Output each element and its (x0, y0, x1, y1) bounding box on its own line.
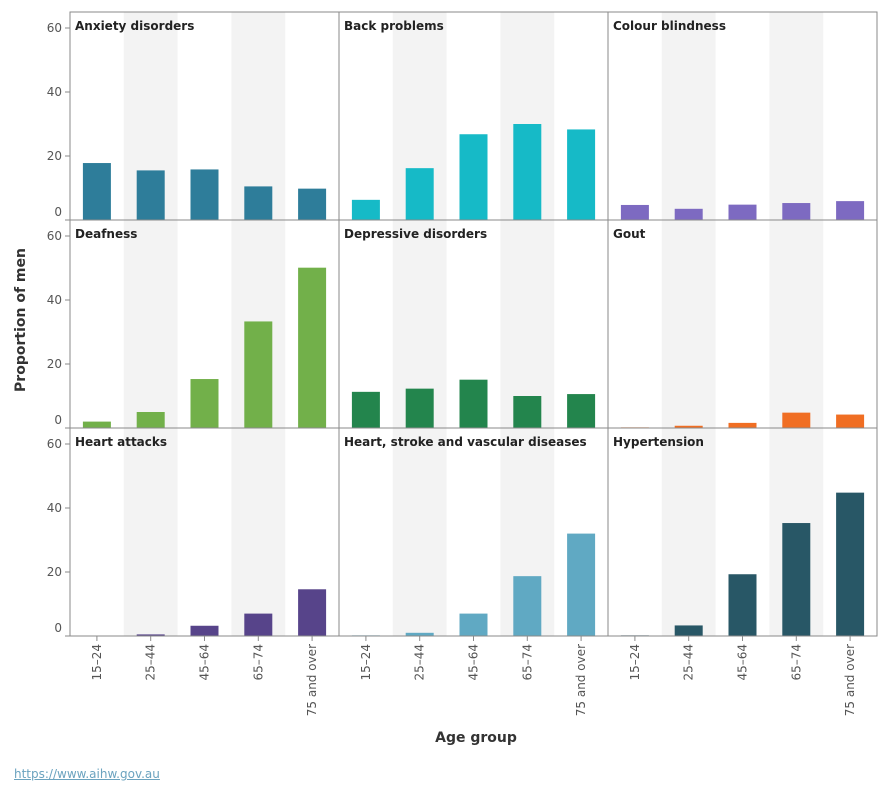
bar (728, 574, 757, 636)
column-band (392, 12, 447, 636)
bar (190, 379, 219, 428)
x-tick-label: 15–24 (90, 644, 104, 681)
x-axis: 15–24 25–44 45–64 65–74 75 and over 15–24 25–4… (90, 636, 857, 716)
x-tick-label: 25–44 (413, 644, 427, 681)
bar (405, 388, 434, 428)
bar (190, 625, 219, 636)
y-axis: 0 20 40 60 0 20 40 60 0 20 40 60 (47, 21, 70, 637)
bar (298, 267, 327, 428)
y-tick-label: 20 (47, 357, 62, 371)
bar (351, 199, 380, 220)
x-tick-label: 45–64 (198, 644, 212, 681)
x-tick-label: 75 and over (574, 644, 588, 716)
panel-title: Gout (613, 227, 646, 241)
y-tick-label: 60 (47, 437, 62, 451)
bar (567, 129, 596, 220)
bars-layer (82, 124, 865, 636)
y-tick-label: 40 (47, 293, 62, 307)
bar (136, 634, 165, 636)
bar (244, 321, 273, 428)
panel-frame-outer (69, 11, 878, 637)
bar (459, 613, 488, 636)
bar (351, 391, 380, 428)
column-band (661, 12, 716, 636)
bar (298, 589, 327, 636)
bar (190, 169, 219, 220)
bar (782, 523, 811, 636)
x-tick-label: 15–24 (359, 644, 373, 681)
bar (136, 170, 165, 220)
bar (244, 186, 273, 220)
panel-title: Depressive disorders (344, 227, 487, 241)
panel-title: Hypertension (613, 435, 704, 449)
y-tick-label: 0 (54, 413, 62, 427)
x-tick-label: 75 and over (305, 644, 319, 716)
x-tick-label: 15–24 (628, 644, 642, 681)
bar (82, 163, 111, 220)
bar (513, 396, 542, 428)
bar (405, 632, 434, 636)
x-tick-label: 45–64 (736, 644, 750, 681)
bar (513, 576, 542, 636)
panel-frames (69, 11, 878, 637)
panel-title: Colour blindness (613, 19, 726, 33)
x-tick-label: 25–44 (144, 644, 158, 681)
bar (836, 201, 865, 220)
y-axis-label: Proportion of men (13, 248, 29, 392)
y-tick-label: 20 (47, 565, 62, 579)
source-link[interactable]: https://www.aihw.gov.au (14, 767, 160, 781)
x-tick-label: 75 and over (843, 644, 857, 716)
bar (674, 625, 703, 636)
y-tick-label: 0 (54, 621, 62, 635)
panel-titles: Anxiety disorders Back problems Colour bli… (75, 19, 726, 449)
bar (567, 394, 596, 428)
bar (298, 188, 327, 220)
y-tick-label: 20 (47, 149, 62, 163)
alternating-column-bands (123, 12, 824, 636)
bar (836, 492, 865, 636)
y-tick-label: 60 (47, 229, 62, 243)
x-axis-label: Age group (435, 730, 517, 746)
x-tick-label: 25–44 (682, 644, 696, 681)
column-band (123, 12, 178, 636)
column-band (500, 12, 555, 636)
bar (836, 414, 865, 428)
y-tick-label: 40 (47, 85, 62, 99)
panel-title: Heart, stroke and vascular diseases (344, 435, 587, 449)
bar (244, 613, 273, 636)
bar (82, 421, 111, 428)
bar (459, 379, 488, 428)
bar (728, 422, 757, 428)
panel-title: Deafness (75, 227, 137, 241)
y-tick-label: 60 (47, 21, 62, 35)
panel-title: Back problems (344, 19, 444, 33)
x-tick-label: 65–74 (251, 644, 265, 681)
bar (620, 204, 649, 220)
bar (728, 204, 757, 220)
panel-title: Heart attacks (75, 435, 167, 449)
bar (674, 208, 703, 220)
bar (513, 124, 542, 220)
bar (782, 412, 811, 428)
x-tick-label: 65–74 (789, 644, 803, 681)
bar (567, 533, 596, 636)
bar (674, 425, 703, 428)
bar (405, 168, 434, 220)
bar (136, 412, 165, 428)
y-tick-label: 40 (47, 501, 62, 515)
bar (459, 134, 488, 220)
y-tick-label: 0 (54, 205, 62, 219)
panel-title: Anxiety disorders (75, 19, 194, 33)
bar (782, 203, 811, 220)
x-tick-label: 45–64 (467, 644, 481, 681)
x-tick-label: 65–74 (520, 644, 534, 681)
